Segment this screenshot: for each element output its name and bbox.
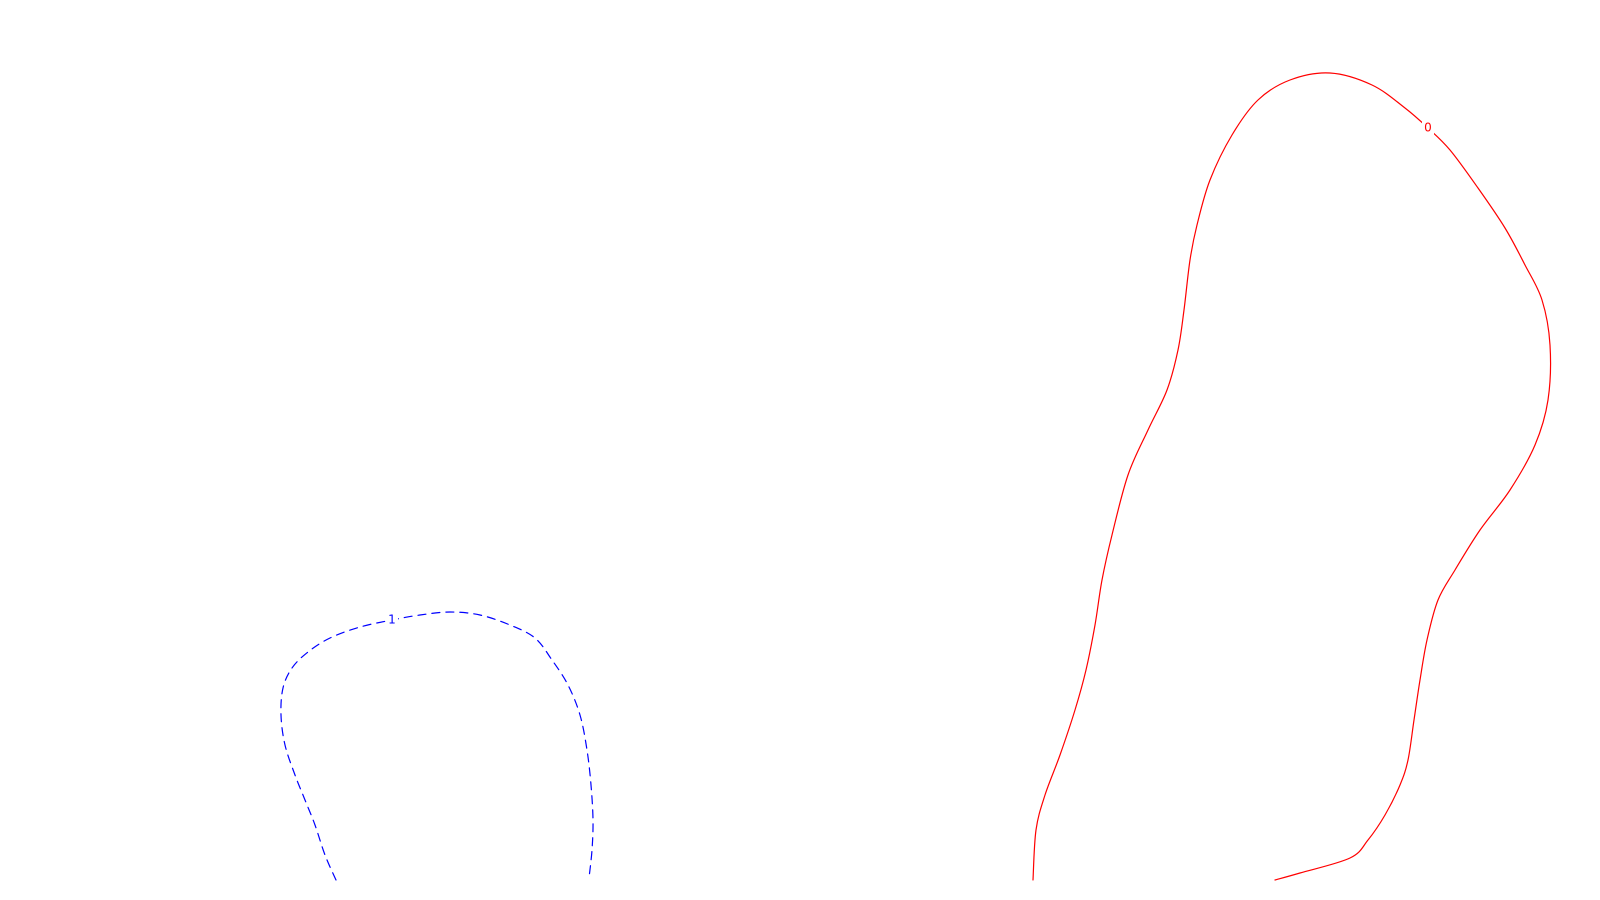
contour-label-background xyxy=(1422,121,1434,135)
contour-label-1: 1 xyxy=(388,613,396,627)
contour-label-0: 0 xyxy=(1424,121,1432,135)
contour-line-level-1 xyxy=(280,611,594,881)
contour-label-background xyxy=(386,613,398,627)
contour-line-level-0 xyxy=(1032,72,1552,881)
